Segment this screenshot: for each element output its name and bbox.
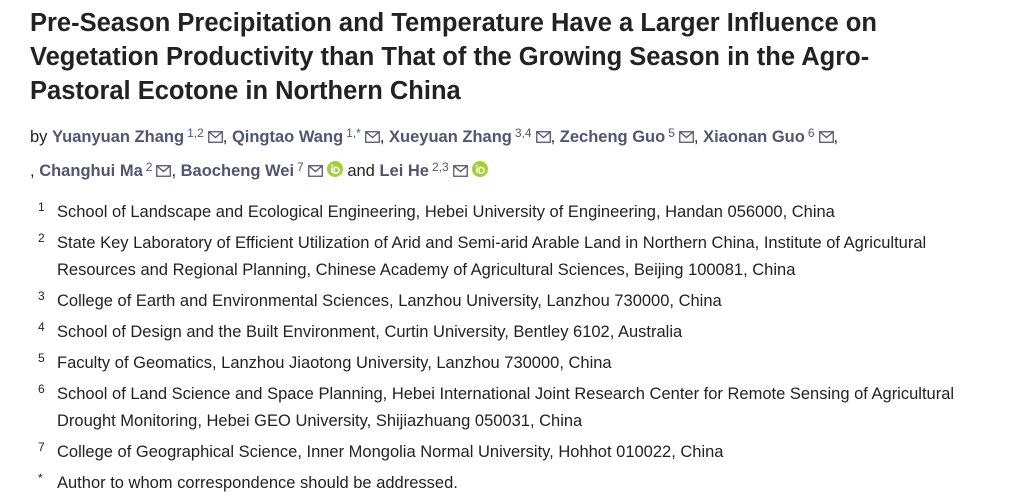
author-separator: and	[347, 162, 375, 180]
author-affiliation: 2,3	[431, 160, 449, 174]
author-name[interactable]: Qingtao Wang	[231, 128, 344, 146]
envelope	[307, 165, 323, 177]
author-name[interactable]: Xueyuan Zhang	[389, 128, 512, 146]
article-title: Pre-Season Precipitation and Temperature…	[30, 9, 877, 105]
affiliation: * Author to whom correspondence should be…	[36, 470, 996, 497]
affiliation-text: State Key Laboratory of Efficient Utiliz…	[57, 234, 927, 279]
author-separator: ,	[550, 128, 556, 146]
author-separator: ,	[222, 128, 228, 146]
email-icon[interactable]	[207, 124, 223, 153]
affiliation-marker: 7	[38, 440, 45, 454]
affiliation-text: College of Earth and Environmental Scien…	[57, 292, 722, 310]
envelope	[535, 131, 551, 143]
affiliation-marker: 4	[38, 320, 45, 334]
affiliation: 3 College of Earth and Environmental Scie…	[36, 288, 996, 315]
affiliation-marker: 5	[38, 351, 45, 365]
orcid-badge	[471, 161, 488, 177]
email-icon[interactable]	[156, 158, 172, 187]
author-name[interactable]: Yuanyuan Zhang	[52, 128, 185, 146]
orcid-badge	[326, 161, 343, 177]
author-name[interactable]: Xiaonan Guo	[703, 128, 805, 146]
affiliation-text: School of Design and the Built Environme…	[57, 323, 683, 341]
affiliation-text: School of Land Science and Space Plannin…	[57, 385, 955, 430]
author-separator: ,	[171, 162, 177, 180]
affiliation-text: Author to whom correspondence should be …	[57, 474, 458, 492]
affiliation-marker: *	[38, 471, 43, 485]
envelope	[364, 131, 380, 143]
author-affiliation: 1,*	[346, 126, 361, 140]
email-icon[interactable]	[452, 158, 468, 187]
email-icon[interactable]	[364, 124, 380, 153]
email-icon[interactable]	[307, 158, 323, 187]
author-separator: ,	[379, 128, 385, 146]
affiliation: 6 School of Land Science and Space Planni…	[36, 381, 996, 435]
affiliation: 4 School of Design and the Built Environm…	[36, 319, 996, 346]
orcid-icon[interactable]	[326, 158, 343, 187]
envelope	[207, 131, 223, 143]
author-list: by Yuanyuan Zhang 1,2, Qingtao Wang 1,*, X…	[30, 119, 990, 187]
envelope	[818, 131, 834, 143]
author-affiliation: 5	[668, 126, 675, 140]
author-separator: ,	[833, 128, 839, 146]
affiliation: 5 Faculty of Geomatics, Lanzhou Jiaotong …	[36, 350, 996, 377]
author-affiliation: 3,4	[514, 126, 532, 140]
author-separator: ,	[30, 162, 35, 180]
author-name[interactable]: Baocheng Wei	[180, 162, 295, 180]
author-separator: by	[30, 128, 48, 146]
affiliation-marker: 3	[38, 289, 45, 303]
author-affiliation: 1,2	[187, 126, 204, 140]
email-icon[interactable]	[678, 124, 694, 153]
affiliation: 7 College of Geographical Science, Inner …	[36, 439, 996, 466]
orcid-icon[interactable]	[471, 158, 488, 187]
affiliation-list: 1 School of Landscape and Ecological Engi…	[36, 199, 996, 501]
affiliation-text: College of Geographical Science, Inner M…	[57, 443, 724, 461]
affiliation: 2 State Key Laboratory of Efficient Utili…	[36, 230, 996, 284]
affiliation-marker: 6	[38, 382, 45, 396]
envelope	[156, 165, 172, 177]
affiliation-marker: 2	[38, 231, 45, 245]
email-icon[interactable]	[535, 124, 551, 153]
author-name[interactable]: Changhui Ma	[39, 162, 143, 180]
envelope	[452, 165, 468, 177]
author-affiliation: 6	[807, 126, 815, 140]
author-name[interactable]: Lei He	[379, 162, 429, 180]
author-name[interactable]: Zecheng Guo	[559, 128, 666, 146]
affiliation-marker: 1	[38, 200, 45, 214]
author-affiliation: 7	[297, 160, 304, 174]
author-affiliation: 2	[145, 160, 153, 174]
author-separator: ,	[693, 128, 699, 146]
affiliation-text: Faculty of Geomatics, Lanzhou Jiaotong U…	[57, 354, 612, 372]
envelope	[678, 131, 694, 143]
email-icon[interactable]	[818, 124, 834, 153]
affiliation-text: School of Landscape and Ecological Engin…	[57, 203, 835, 221]
affiliation: 1 School of Landscape and Ecological Engi…	[36, 199, 996, 226]
